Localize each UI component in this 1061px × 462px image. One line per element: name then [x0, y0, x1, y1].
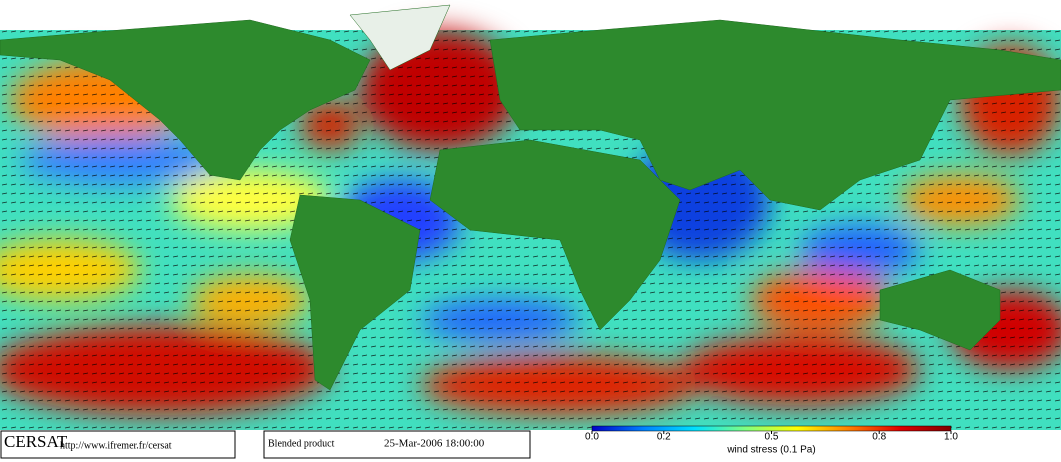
colorbar-tick-label: 0.0 [585, 432, 599, 443]
timestamp: 25-Mar-2006 18:00:00 [384, 438, 485, 450]
colorbar-tick-label: 0.8 [872, 432, 886, 443]
footer: CERSAT http://www.ifremer.fr/cersat Blen… [0, 430, 1061, 462]
url: http://www.ifremer.fr/cersat [60, 440, 172, 451]
product: Blended product [268, 438, 335, 449]
info-box [263, 430, 531, 459]
colorbar-label: wind stress (0.1 Pa) [726, 445, 815, 456]
colorbar-bar [591, 425, 952, 432]
colorbar-tick-label: 1.0 [944, 432, 958, 443]
colorbar-tick-label: 0.2 [657, 432, 671, 443]
logo: CERSAT [4, 432, 68, 451]
colorbar: 0.0 0.2 0.5 0.8 1.0 wind stress (0.1 Pa) [585, 425, 958, 456]
colorbar-tick-label: 0.5 [765, 432, 779, 443]
logo-box [0, 430, 236, 459]
land [0, 4, 1061, 391]
